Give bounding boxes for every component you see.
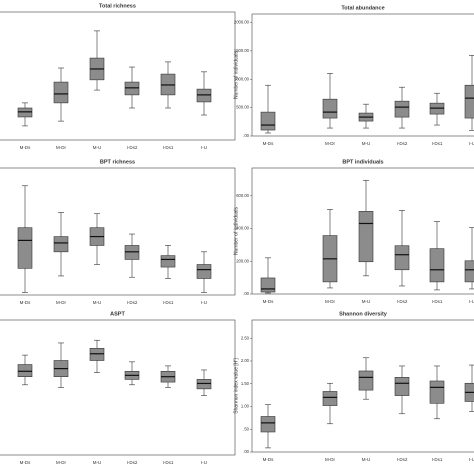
y-tick-label: .50 xyxy=(243,426,249,431)
box xyxy=(17,107,33,118)
panel-title: Shannon diversity xyxy=(339,311,388,317)
x-tick-label: I-U xyxy=(469,299,474,304)
y-tick-label: 500.00 xyxy=(236,105,249,110)
box xyxy=(464,260,474,283)
x-tick-label: M-Ds xyxy=(20,300,31,305)
x-tick-label: M-U xyxy=(362,457,371,462)
box xyxy=(358,211,374,263)
box xyxy=(89,348,105,361)
y-tick-label: 1500.00 xyxy=(234,48,250,53)
box xyxy=(322,391,338,406)
x-tick-label: I-Ds2 xyxy=(127,460,138,465)
x-tick-label: I-Ds2 xyxy=(397,141,408,146)
box xyxy=(429,380,445,404)
y-tick-label: 400.00 xyxy=(236,226,249,231)
x-tick-label: M-Dr xyxy=(325,141,335,146)
panel-title: Total abundance xyxy=(341,5,384,11)
box xyxy=(394,100,410,118)
box xyxy=(17,227,33,269)
x-tick-label: I-Ds2 xyxy=(397,299,408,304)
x-tick-label: I-Ds1 xyxy=(432,141,443,146)
y-tick-label: 2000.00 xyxy=(234,20,250,25)
y-tick-label: .00 xyxy=(243,291,249,296)
box xyxy=(394,377,410,396)
x-tick-label: M-Dr xyxy=(56,460,66,465)
box xyxy=(358,370,374,391)
x-tick-label: M-U xyxy=(362,141,371,146)
x-tick-label: M-U xyxy=(362,299,371,304)
x-tick-label: I-U xyxy=(469,141,474,146)
box xyxy=(124,245,140,260)
plot-frame xyxy=(251,167,474,295)
box xyxy=(196,379,212,390)
x-tick-label: I-Ds1 xyxy=(163,145,174,150)
x-tick-label: M-Dr xyxy=(56,145,66,150)
box xyxy=(260,111,276,131)
box xyxy=(53,236,69,253)
y-tick-label: 2.50 xyxy=(241,335,250,340)
panel-title: Total richness xyxy=(99,3,136,9)
x-tick-label: M-U xyxy=(93,145,102,150)
x-tick-label: I-Ds1 xyxy=(163,460,174,465)
x-tick-label: M-U xyxy=(93,300,102,305)
plot-frame xyxy=(0,11,236,141)
y-axis-label: Number of individuals xyxy=(233,50,239,99)
x-tick-label: I-Ds2 xyxy=(127,145,138,150)
y-tick-label: .00 xyxy=(243,133,249,138)
y-tick-label: 1000.00 xyxy=(234,76,250,81)
x-tick-label: I-Ds1 xyxy=(163,300,174,305)
x-tick-label: M-Ds xyxy=(20,145,31,150)
y-tick-label: 1.00 xyxy=(241,404,250,409)
x-tick-label: M-Dr xyxy=(56,300,66,305)
x-tick-label: M-Ds xyxy=(20,460,31,465)
box xyxy=(17,364,33,377)
x-tick-label: I-Ds1 xyxy=(432,299,443,304)
y-tick-label: .00 xyxy=(243,449,249,454)
box xyxy=(260,416,276,433)
x-tick-label: M-Dr xyxy=(325,299,335,304)
box xyxy=(464,84,474,119)
panel-title: ASPT xyxy=(110,311,125,317)
x-tick-label: M-U xyxy=(93,460,102,465)
x-tick-label: I-Ds2 xyxy=(397,457,408,462)
box xyxy=(394,245,410,271)
x-tick-label: I-Ds2 xyxy=(127,300,138,305)
x-tick-label: I-U xyxy=(201,460,207,465)
box xyxy=(196,88,212,103)
box xyxy=(160,255,176,268)
y-axis-label: Shannon index value [H'] xyxy=(233,358,239,414)
y-tick-label: 600.00 xyxy=(236,193,249,198)
panel-title: BPT richness xyxy=(100,159,135,165)
x-tick-label: I-U xyxy=(201,300,207,305)
plot-frame xyxy=(0,167,236,296)
panel-title: BPT individuals xyxy=(342,159,383,165)
y-tick-label: 200.00 xyxy=(236,258,249,263)
box xyxy=(429,248,445,283)
plot-frame xyxy=(251,13,474,137)
y-axis-label: Number of individuals xyxy=(233,206,239,255)
x-tick-label: M-Ds xyxy=(263,299,274,304)
box xyxy=(196,264,212,279)
x-tick-label: M-Ds xyxy=(263,457,274,462)
plot-frame xyxy=(0,319,236,456)
x-tick-label: I-U xyxy=(201,145,207,150)
box xyxy=(53,81,69,104)
box xyxy=(124,81,140,96)
x-tick-label: I-Ds1 xyxy=(432,457,443,462)
x-tick-label: I-U xyxy=(469,457,474,462)
y-tick-label: 2.00 xyxy=(241,358,250,363)
x-tick-label: M-Ds xyxy=(263,141,274,146)
box xyxy=(260,277,276,293)
y-tick-label: 1.50 xyxy=(241,381,250,386)
box xyxy=(322,98,338,119)
x-tick-label: M-Dr xyxy=(325,457,335,462)
plot-frame xyxy=(251,319,474,453)
